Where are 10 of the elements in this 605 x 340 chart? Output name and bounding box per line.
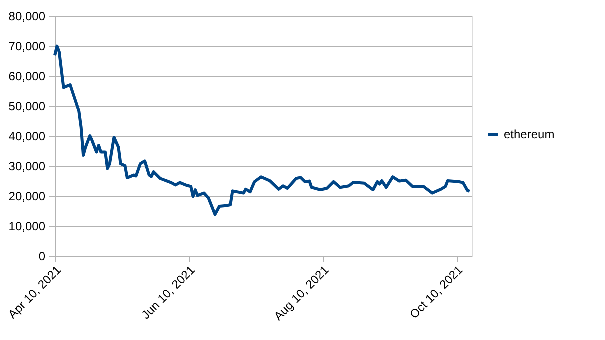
y-tick-label: 50,000 bbox=[8, 100, 46, 114]
y-tick-label: 10,000 bbox=[8, 220, 46, 234]
y-tick-label: 70,000 bbox=[8, 40, 46, 54]
y-tick-label: 30,000 bbox=[8, 160, 46, 174]
y-tick-label: 80,000 bbox=[8, 10, 46, 24]
y-tick-label: 0 bbox=[38, 250, 46, 264]
y-tick-label: 40,000 bbox=[8, 130, 46, 144]
y-tick-label: 20,000 bbox=[8, 190, 46, 204]
legend-label: ethereum bbox=[504, 128, 555, 142]
y-tick-label: 60,000 bbox=[8, 70, 46, 84]
